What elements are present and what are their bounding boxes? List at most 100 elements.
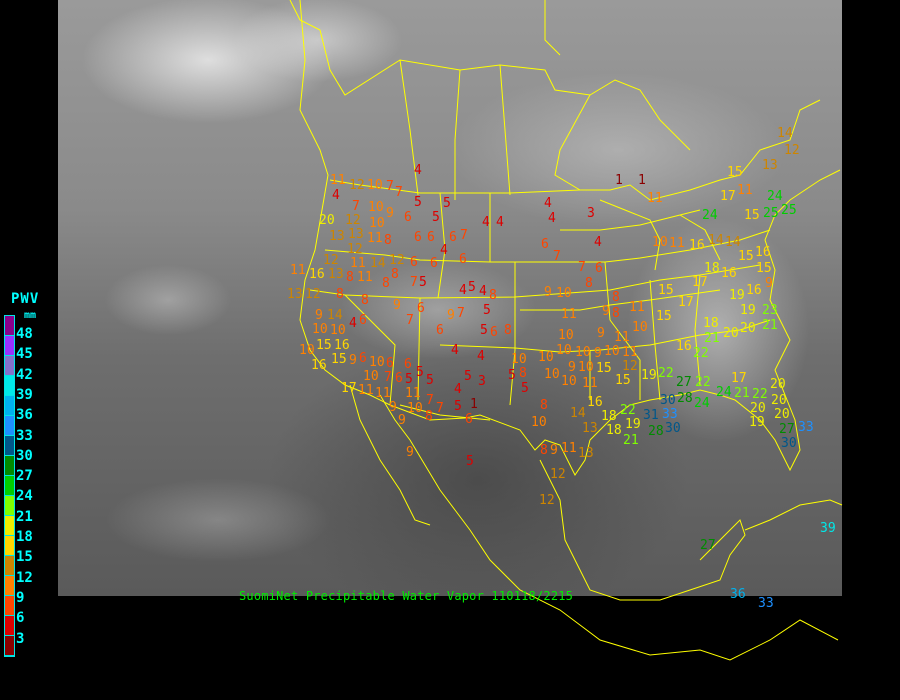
station-pwv-value: 22	[620, 402, 636, 418]
station-pwv-value: 5	[483, 302, 491, 318]
state-border	[520, 289, 721, 311]
station-pwv-value: 19	[749, 414, 765, 430]
station-pwv-value: 17	[692, 274, 708, 290]
station-pwv-value: 12	[347, 241, 363, 257]
station-pwv-value: 10	[578, 359, 594, 375]
station-pwv-value: 8	[346, 269, 354, 285]
station-pwv-value: 10	[511, 351, 527, 367]
station-pwv-value: 13	[287, 286, 303, 302]
station-pwv-value: 17	[720, 188, 736, 204]
legend-label: 6	[16, 610, 25, 627]
coastline	[349, 384, 431, 526]
state-border	[437, 192, 446, 299]
station-pwv-value: 5	[416, 364, 424, 380]
station-pwv-value: 20	[740, 320, 756, 336]
station-pwv-value: 27	[779, 421, 795, 437]
station-pwv-value: 16	[311, 357, 327, 373]
station-pwv-value: 30	[781, 435, 797, 451]
station-pwv-value: 6	[430, 255, 438, 271]
station-pwv-value: 5	[414, 194, 422, 210]
state-border	[509, 262, 516, 406]
legend-swatch	[5, 336, 14, 356]
station-pwv-value: 6	[459, 251, 467, 267]
station-pwv-value: 11	[669, 235, 685, 251]
station-pwv-value: 10	[632, 319, 648, 335]
station-pwv-value: 8	[612, 289, 620, 305]
station-pwv-value: 10	[652, 234, 668, 250]
legend-swatch	[5, 316, 14, 336]
station-pwv-value: 25	[781, 202, 797, 218]
legend-title: PWV	[11, 291, 40, 307]
station-pwv-value: 24	[716, 384, 732, 400]
station-pwv-value: 22	[752, 386, 768, 402]
station-pwv-value: 6	[436, 322, 444, 338]
station-pwv-value: 17	[341, 380, 357, 396]
station-pwv-value: 4	[332, 187, 340, 203]
station-pwv-value: 12	[305, 286, 321, 302]
station-pwv-value: 11	[290, 262, 306, 278]
station-pwv-value: 10	[604, 343, 620, 359]
station-pwv-value: 8	[504, 322, 512, 338]
station-pwv-value: 8	[519, 365, 527, 381]
station-pwv-value: 6	[465, 411, 473, 427]
station-pwv-value: 15	[658, 282, 674, 298]
station-pwv-value: 9	[389, 399, 397, 415]
station-pwv-value: 7	[384, 369, 392, 385]
station-pwv-value: 5	[464, 368, 472, 384]
station-pwv-value: 18	[703, 315, 719, 331]
station-pwv-value: 16	[746, 282, 762, 298]
station-pwv-value: 5	[443, 195, 451, 211]
station-pwv-value: 11	[561, 440, 577, 456]
station-pwv-value: 10	[561, 373, 577, 389]
station-pwv-value: 27	[700, 537, 716, 553]
station-pwv-value: 6	[386, 355, 394, 371]
station-pwv-value: 21	[623, 432, 639, 448]
station-pwv-value: 7	[386, 178, 394, 194]
station-pwv-value: 7	[578, 259, 586, 275]
station-pwv-value: 13	[329, 228, 345, 244]
station-pwv-value: 9	[568, 359, 576, 375]
station-pwv-value: 10	[312, 321, 328, 337]
station-pwv-value: 15	[331, 351, 347, 367]
station-pwv-value: 11	[405, 385, 421, 401]
station-pwv-value: 12	[389, 252, 405, 268]
station-pwv-value: 5	[426, 372, 434, 388]
station-pwv-value: 21	[704, 330, 720, 346]
station-pwv-value: 20	[319, 212, 335, 228]
legend-label: 45	[16, 346, 33, 363]
station-pwv-value: 11	[614, 329, 630, 345]
station-pwv-value: 4	[548, 210, 556, 226]
legend-swatch	[5, 396, 14, 416]
station-pwv-value: 16	[676, 338, 692, 354]
station-pwv-value: 7	[395, 184, 403, 200]
station-pwv-value: 4	[454, 381, 462, 397]
station-pwv-value: 11	[737, 182, 753, 198]
legend-label: 18	[16, 529, 33, 545]
station-pwv-value: 6	[359, 312, 367, 328]
station-pwv-value: 10	[531, 414, 547, 430]
legend-label: 48	[16, 326, 33, 342]
station-pwv-value: 15	[596, 360, 612, 376]
station-pwv-value: 5	[508, 367, 516, 383]
legend-swatch	[5, 456, 14, 476]
station-pwv-value: 18	[601, 408, 617, 424]
station-pwv-value: 5	[405, 371, 413, 387]
station-pwv-value: 11	[629, 299, 645, 315]
legend-swatch	[5, 596, 14, 616]
station-pwv-value: 16	[334, 337, 350, 353]
station-pwv-value: 5	[466, 453, 474, 469]
station-pwv-value: 19	[729, 287, 745, 303]
legend-label: 3	[16, 630, 25, 647]
station-pwv-value: 6	[414, 229, 422, 245]
legend-label: 30	[16, 447, 33, 464]
station-pwv-value: 1	[615, 172, 623, 188]
station-pwv-value: 19	[740, 302, 756, 318]
station-pwv-value: 9	[602, 303, 610, 319]
station-pwv-value: 6	[490, 324, 498, 340]
station-pwv-value: 14	[725, 234, 741, 250]
station-pwv-value: 20	[774, 406, 790, 422]
station-pwv-value: 13	[582, 420, 598, 436]
legend-swatch	[5, 556, 14, 576]
station-pwv-value: 4	[451, 342, 459, 358]
